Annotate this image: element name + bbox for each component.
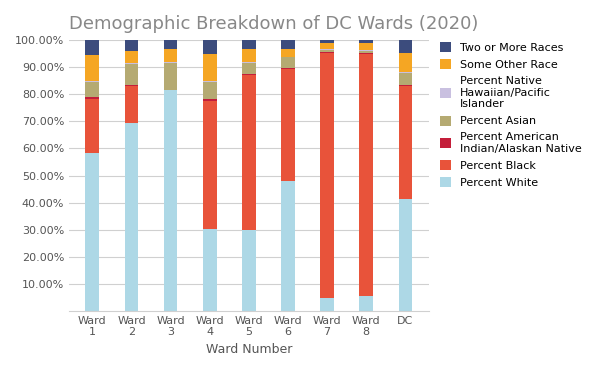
Bar	[398, 85, 412, 86]
Bar	[320, 50, 334, 52]
Bar	[281, 40, 295, 49]
Text: Demographic Breakdown of DC Wards (2020): Demographic Breakdown of DC Wards (2020)	[69, 15, 478, 33]
Bar	[203, 54, 217, 81]
Bar	[85, 55, 99, 81]
Bar	[281, 49, 295, 57]
Bar	[359, 50, 373, 51]
Bar	[281, 69, 295, 181]
Bar	[164, 63, 178, 90]
Bar	[164, 91, 178, 311]
Bar	[398, 198, 412, 311]
Bar	[85, 152, 99, 311]
Bar	[203, 81, 217, 82]
Bar	[203, 229, 217, 311]
Bar	[203, 101, 217, 229]
Bar	[164, 40, 178, 49]
Bar	[281, 181, 295, 311]
Bar	[203, 82, 217, 99]
Bar	[85, 82, 99, 97]
Bar	[125, 51, 138, 63]
Bar	[359, 54, 373, 296]
Bar	[242, 230, 256, 311]
Bar	[320, 43, 334, 49]
Bar	[125, 40, 138, 51]
Bar	[320, 40, 334, 43]
Bar	[398, 86, 412, 198]
Bar	[242, 49, 256, 62]
Bar	[320, 52, 334, 53]
Bar	[242, 74, 256, 75]
X-axis label: Ward Number: Ward Number	[206, 343, 292, 356]
Bar	[398, 53, 412, 72]
Bar	[242, 62, 256, 63]
Bar	[164, 90, 178, 91]
Bar	[164, 49, 178, 62]
Bar	[242, 63, 256, 74]
Bar	[203, 40, 217, 54]
Bar	[398, 73, 412, 85]
Bar	[125, 63, 138, 64]
Bar	[125, 86, 138, 123]
Bar	[242, 40, 256, 49]
Bar	[320, 53, 334, 298]
Bar	[242, 75, 256, 230]
Bar	[320, 49, 334, 50]
Bar	[125, 123, 138, 311]
Bar	[320, 298, 334, 311]
Legend: Two or More Races, Some Other Race, Percent Native
Hawaiian/Pacific
Islander, Pe: Two or More Races, Some Other Race, Perc…	[438, 40, 584, 190]
Bar	[164, 62, 178, 63]
Bar	[398, 72, 412, 73]
Bar	[125, 85, 138, 86]
Bar	[203, 99, 217, 101]
Bar	[359, 43, 373, 50]
Bar	[281, 68, 295, 69]
Bar	[85, 97, 99, 99]
Bar	[359, 53, 373, 54]
Bar	[85, 40, 99, 55]
Bar	[85, 81, 99, 82]
Bar	[398, 40, 412, 53]
Bar	[85, 99, 99, 152]
Bar	[359, 296, 373, 311]
Bar	[359, 51, 373, 53]
Bar	[281, 57, 295, 68]
Bar	[359, 40, 373, 43]
Bar	[125, 64, 138, 85]
